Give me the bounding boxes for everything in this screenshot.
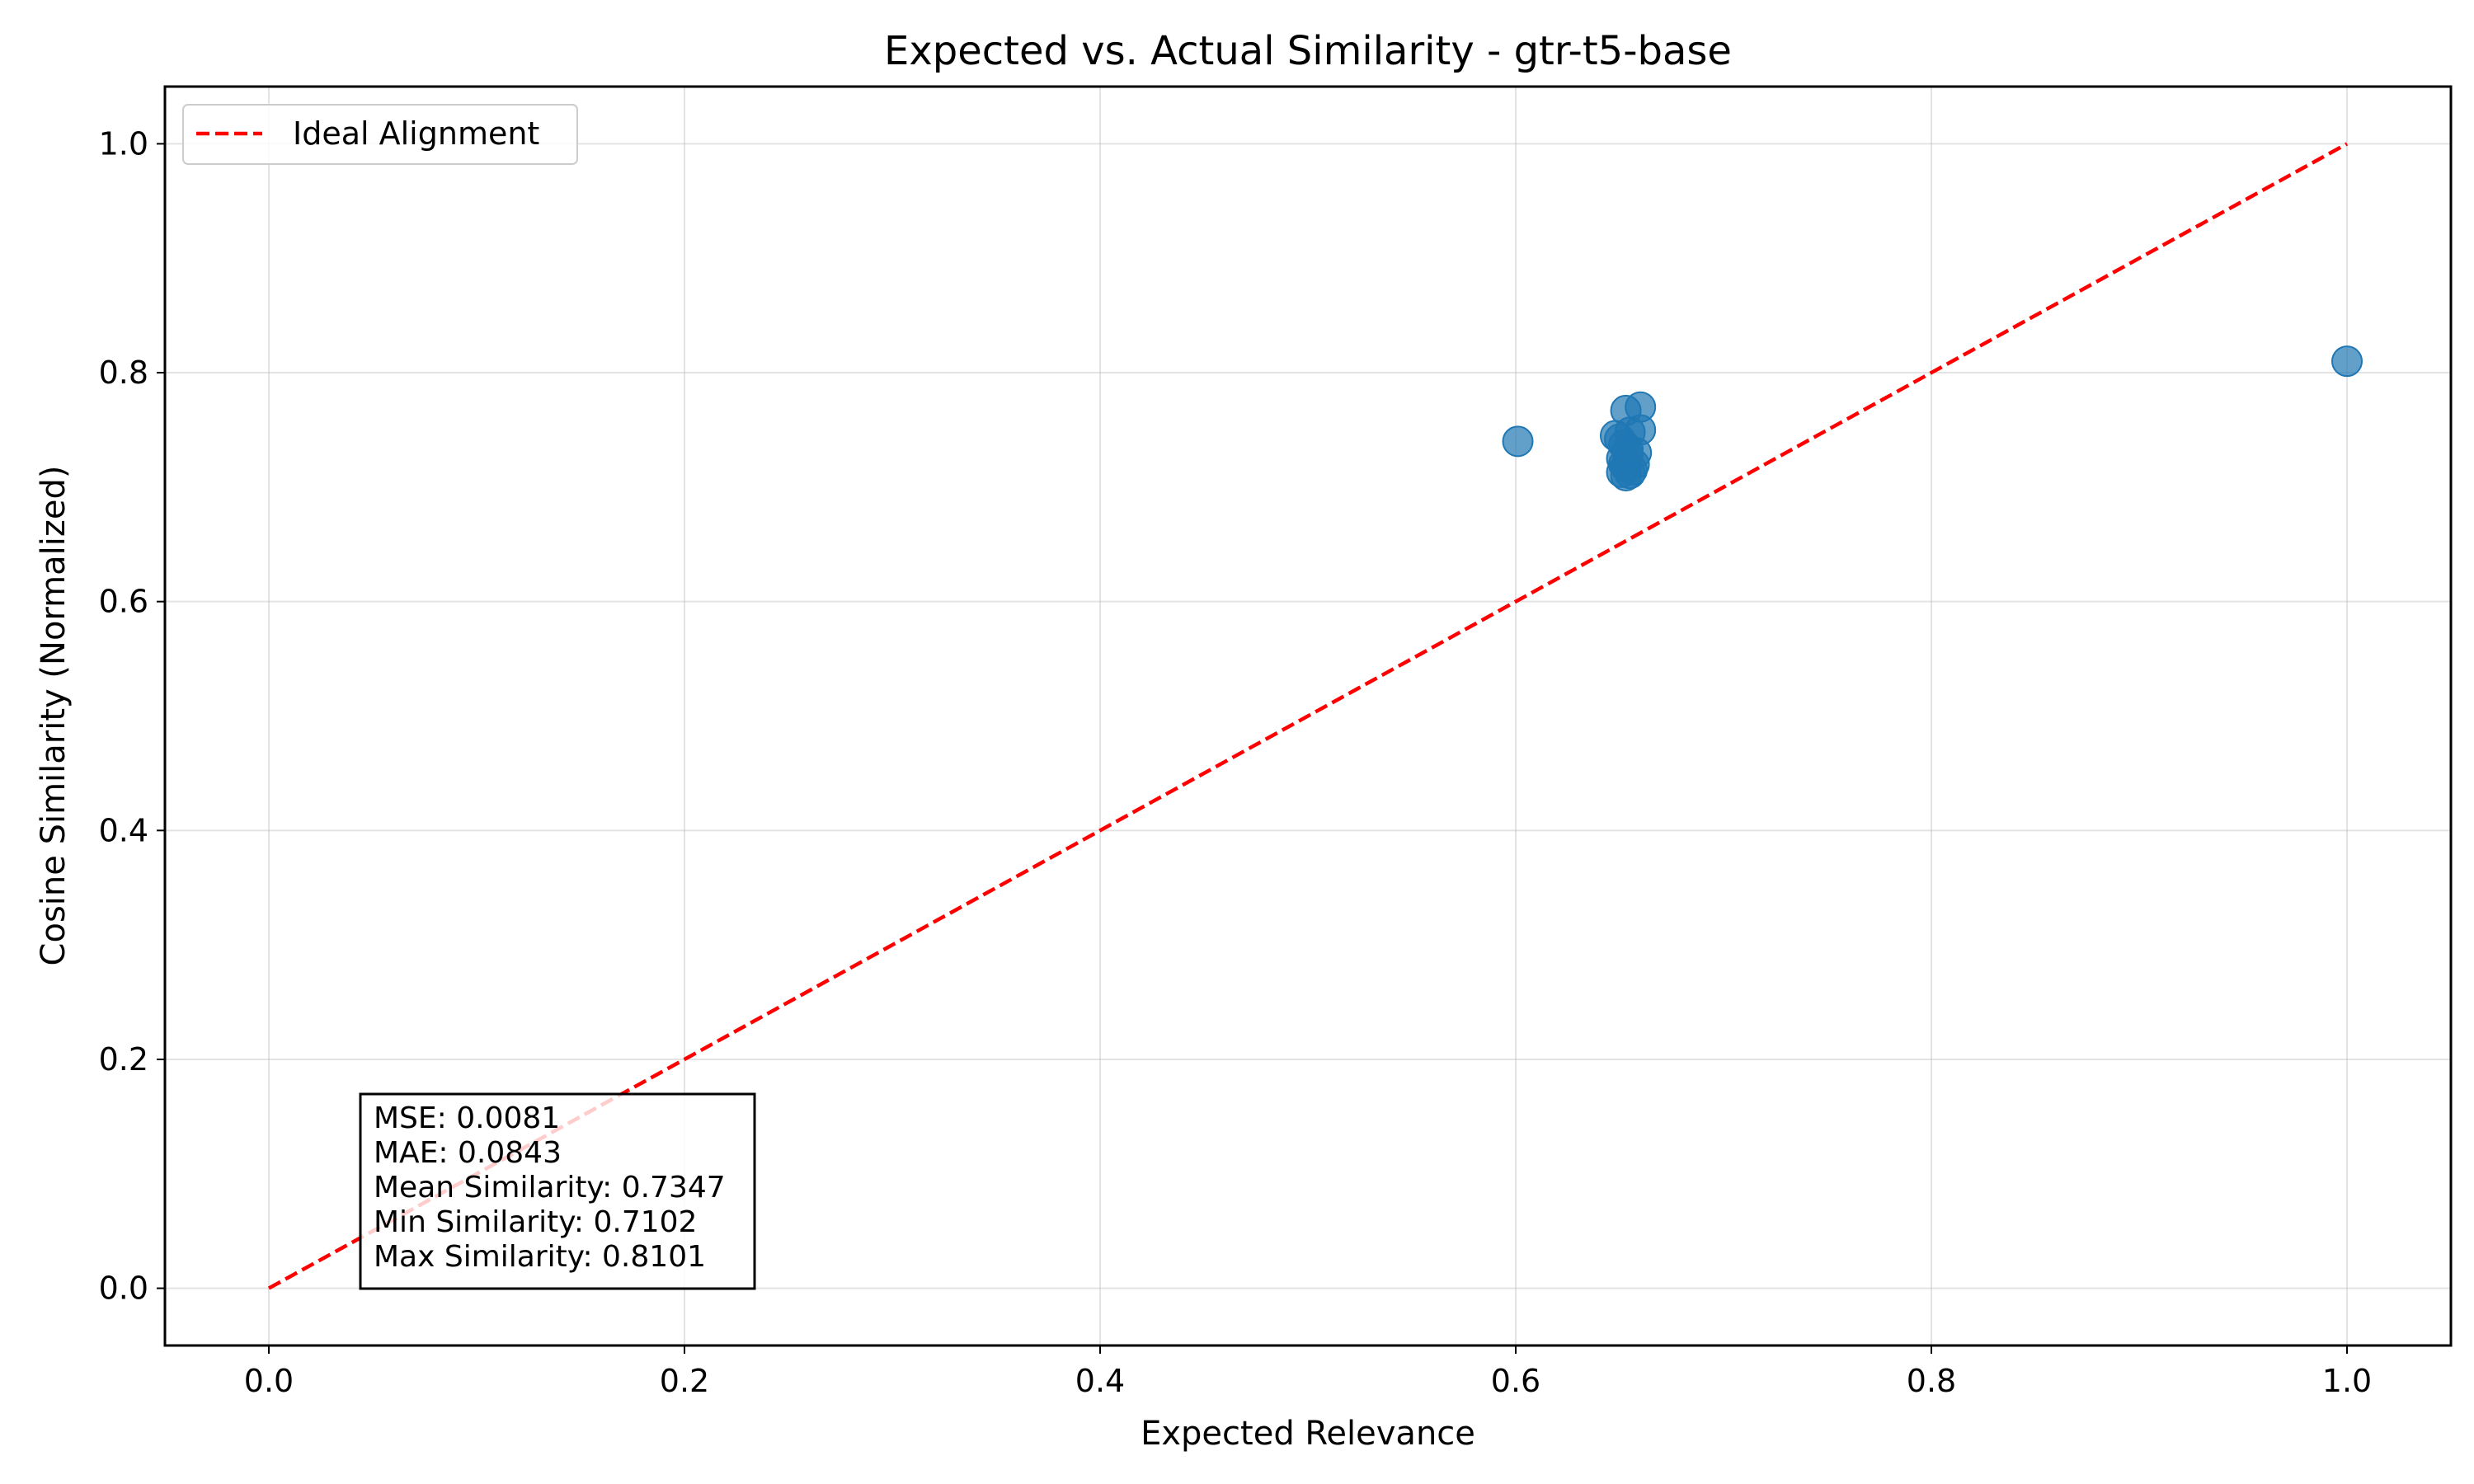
x-axis-label: Expected Relevance [1141, 1415, 1475, 1453]
x-tick-label: 0.2 [660, 1363, 709, 1399]
stats-line: Max Similarity: 0.8101 [374, 1240, 706, 1274]
points-layer [1502, 345, 2363, 491]
x-tick-label: 0.6 [1491, 1363, 1540, 1399]
stats-line: MAE: 0.0843 [374, 1136, 562, 1170]
y-axis-label: Cosine Similarity (Normalized) [35, 466, 73, 966]
legend-box [182, 104, 578, 165]
plot-frame [163, 85, 2453, 1347]
x-tick-label: 1.0 [2322, 1363, 2372, 1399]
y-tick-label: 0.0 [99, 1270, 148, 1307]
y-tick-label: 1.0 [99, 125, 148, 162]
x-tick-label: 0.4 [1075, 1363, 1125, 1399]
stats-line: Mean Similarity: 0.7347 [374, 1171, 726, 1205]
chart-title: Expected vs. Actual Similarity - gtr-t5-… [884, 28, 1732, 74]
scatter-point [1502, 425, 1534, 458]
ideal-alignment-line [267, 142, 2349, 1290]
y-tick-label: 0.4 [99, 812, 148, 848]
legend: Ideal Alignment [182, 104, 578, 165]
scatter-point [1612, 434, 1644, 466]
stats-line: Min Similarity: 0.7102 [374, 1205, 697, 1239]
x-tick-label: 0.0 [244, 1363, 294, 1399]
y-tick-label: 0.2 [99, 1041, 148, 1078]
y-axis-ticks: 0.0 0.2 0.4 0.6 0.8 1.0 [99, 125, 165, 1307]
grid [165, 87, 2451, 1345]
x-tick-label: 0.8 [1907, 1363, 1956, 1399]
stats-box-frame [359, 1092, 756, 1290]
scatter-point [2331, 345, 2363, 378]
y-tick-label: 0.6 [99, 584, 148, 620]
legend-label: Ideal Alignment [293, 115, 539, 152]
y-tick-label: 0.8 [99, 355, 148, 391]
stats-line: MSE: 0.0081 [374, 1101, 560, 1135]
reference-line-layer [267, 142, 2349, 1290]
x-axis-ticks: 0.0 0.2 0.4 0.6 0.8 1.0 [244, 1345, 2372, 1399]
